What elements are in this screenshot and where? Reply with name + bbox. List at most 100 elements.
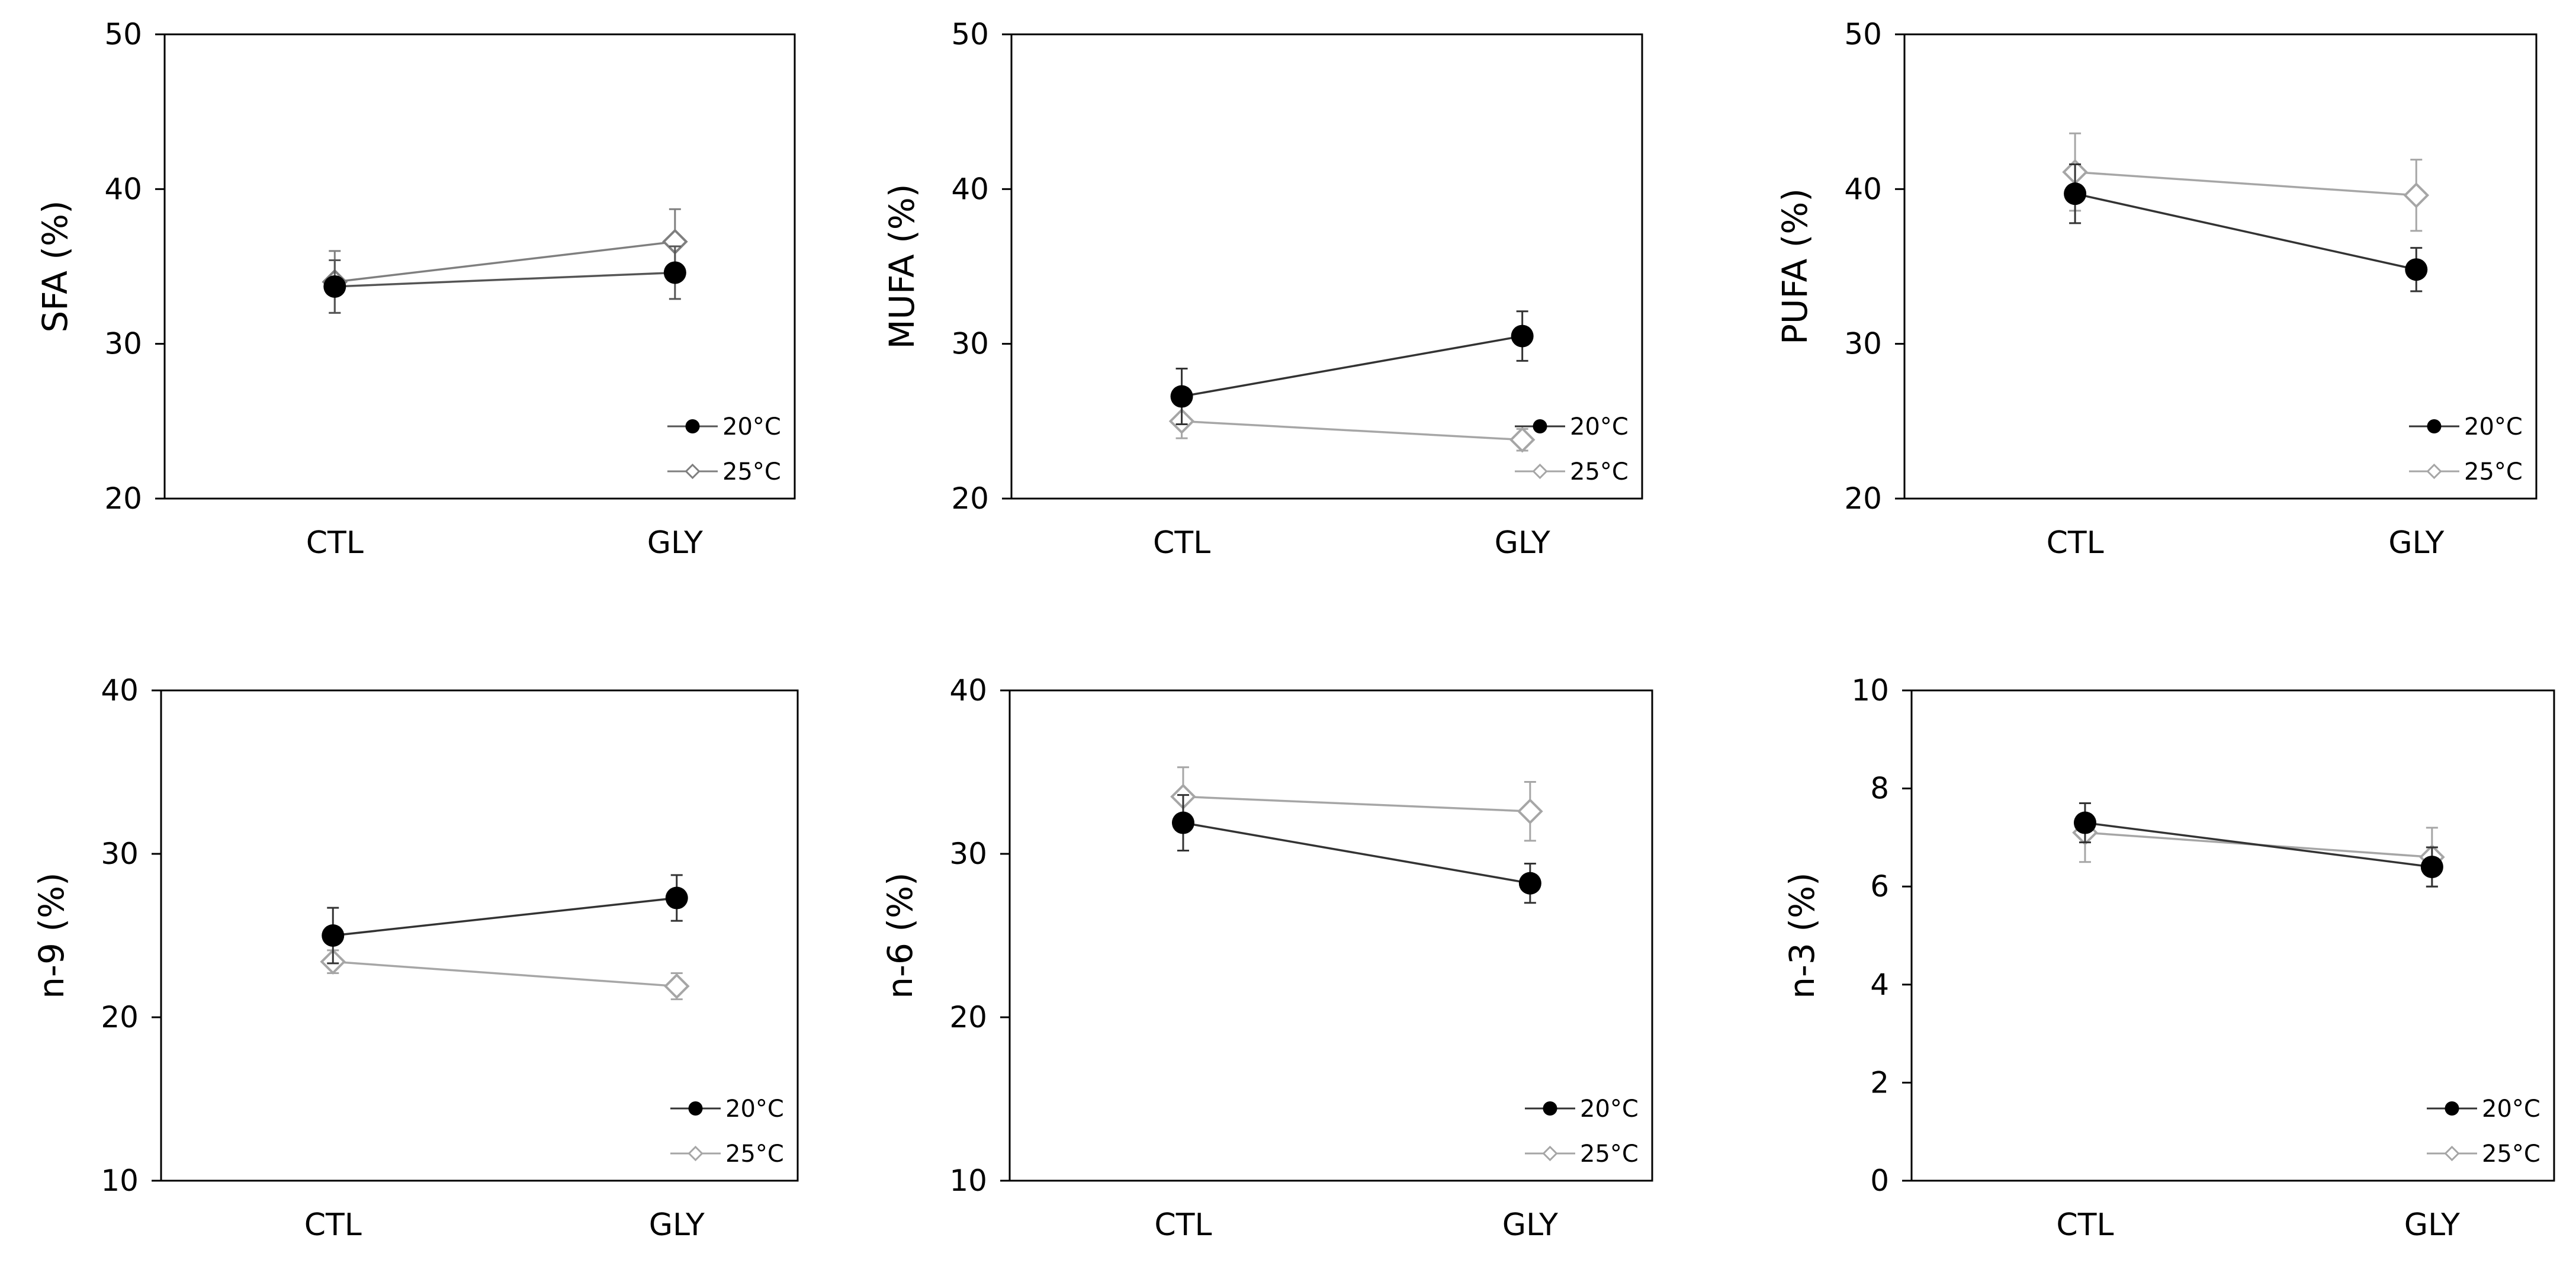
chart-2-x-label-ctl: CTL (1153, 525, 1210, 561)
chart-1-y-axis-title: SFA (%) (35, 200, 75, 332)
chart-6-legend-25-c-marker (2444, 1145, 2460, 1162)
chart-3-legend-25-c-label: 25°C (2464, 458, 2523, 486)
chart-4-legend-25-c-marker (688, 1145, 704, 1162)
chart-3-y-tick-label: 30 (1844, 327, 1882, 361)
chart-4-series-25-c-line (333, 960, 677, 988)
chart-6-legend-20-c-marker (2445, 1101, 2459, 1116)
chart-2-legend-20-c-label: 20°C (1570, 413, 1629, 441)
chart-5-legend-25-c-label: 25°C (1580, 1140, 1639, 1168)
chart-5: 10 20 30 40 CTL GLY n-6 (%) 20°C 25°C (880, 673, 1653, 1243)
chart-3-series-20-c-point-gly (2405, 258, 2428, 281)
chart-4-series-25-c-point-gly (663, 973, 690, 1000)
chart-4-y-tick-label: 20 (101, 1000, 139, 1034)
chart-3: 20 30 40 50 CTL GLY PUFA (%) 20°C 25°C (1775, 17, 2538, 561)
chart-3-y-axis-title: PUFA (%) (1775, 188, 1815, 345)
chart-4-series-20-c-line (333, 896, 677, 937)
chart-1-y-tick-label: 20 (104, 481, 142, 516)
chart-5-series-25-c-point-gly (1517, 798, 1543, 825)
chart-4-plot-area (160, 689, 799, 1182)
chart-6-y-tick-label: 8 (1870, 772, 1889, 806)
chart-1-series-20-c-point-ctl (323, 275, 346, 298)
chart-6-y-tick-label: 2 (1870, 1065, 1889, 1100)
chart-1-series-20-c-point-gly (663, 261, 686, 284)
chart-5-legend-20-c-marker (1543, 1101, 1557, 1116)
chart-2-legend-25-c-marker (1532, 463, 1548, 480)
chart-4-series-20-c-point-gly (665, 886, 688, 910)
chart-6: 0 2 4 6 8 10 CTL GLY n-3 (%) 20°C 25°C (1782, 673, 2555, 1243)
chart-3-y-tick-label: 40 (1844, 172, 1882, 206)
chart-2: 20 30 40 50 CTL GLY MUFA (%) 20°C 25°C (882, 17, 1643, 561)
chart-1-legend-25-c-marker (685, 463, 701, 480)
chart-2-legend-20-c-marker (1533, 419, 1547, 433)
chart-3-y-tick-label: 50 (1844, 17, 1882, 52)
chart-3-legend-20-c-label: 20°C (2464, 413, 2523, 441)
chart-6-x-label-gly: GLY (2404, 1207, 2460, 1243)
chart-5-x-label-ctl: CTL (1154, 1207, 1212, 1243)
chart-5-plot-area (1008, 689, 1653, 1182)
chart-1-x-label-gly: GLY (647, 525, 703, 561)
chart-4-y-tick-label: 40 (101, 673, 139, 708)
chart-2-legend-25-c-label: 25°C (1570, 458, 1629, 486)
chart-5-legend-20-c-label: 20°C (1580, 1095, 1639, 1123)
chart-5-y-tick-label: 10 (949, 1164, 987, 1198)
chart-2-series-25-c-line (1181, 420, 1523, 441)
chart-5-y-axis-title: n-6 (%) (880, 872, 920, 998)
chart-1-legend-20-c-marker (685, 419, 700, 433)
chart-6-legend-25-c-label: 25°C (2482, 1140, 2540, 1168)
chart-4-legend-20-c-marker (688, 1101, 703, 1116)
chart-4-y-axis-title: n-9 (%) (31, 872, 72, 998)
chart-3-y-tick-label: 20 (1844, 481, 1882, 516)
chart-4-x-label-ctl: CTL (304, 1207, 362, 1243)
chart-2-plot-area (1010, 33, 1643, 500)
chart-6-series-20-c-line (2084, 821, 2433, 868)
chart-5-series-20-c-point-gly (1518, 872, 1541, 895)
chart-3-legend-20-c-marker (2427, 419, 2442, 433)
chart-2-y-axis-title: MUFA (%) (882, 184, 922, 349)
chart-6-series-20-c-point-ctl (2073, 811, 2096, 834)
chart-5-y-tick-label: 40 (949, 673, 987, 708)
chart-3-x-label-gly: GLY (2388, 525, 2444, 561)
chart-1-legend-20-c-label: 20°C (722, 413, 781, 441)
chart-4-y-tick-label: 10 (101, 1164, 139, 1198)
chart-4-series-20-c-point-ctl (322, 924, 345, 947)
chart-3-series-25-c-line (2074, 171, 2417, 197)
chart-6-y-tick-label: 4 (1870, 968, 1889, 1002)
chart-5-y-tick-label: 20 (949, 1000, 987, 1034)
chart-3-plot-area (1903, 33, 2538, 500)
chart-2-y-tick-label: 50 (951, 17, 989, 52)
chart-4-x-label-gly: GLY (649, 1207, 705, 1243)
chart-5-series-25-c-line (1183, 795, 1530, 812)
chart-1-y-tick-label: 30 (104, 327, 142, 361)
chart-1-x-label-ctl: CTL (306, 525, 364, 561)
chart-6-y-tick-label: 10 (1851, 673, 1889, 708)
chart-5-series-20-c-point-ctl (1171, 811, 1194, 834)
chart-4-legend-25-c-label: 25°C (725, 1140, 784, 1168)
chart-6-plot-area (1910, 689, 2555, 1182)
chart-2-y-tick-label: 30 (951, 327, 989, 361)
chart-6-x-label-ctl: CTL (2056, 1207, 2114, 1243)
chart-5-series-20-c-line (1183, 821, 1531, 885)
chart-1-y-tick-label: 40 (104, 172, 142, 206)
chart-2-y-tick-label: 40 (951, 172, 989, 206)
chart-3-x-label-ctl: CTL (2047, 525, 2104, 561)
chart-5-y-tick-label: 30 (949, 837, 987, 871)
chart-1-series-25-c-line (335, 240, 676, 283)
chart-1-y-tick-label: 50 (104, 17, 142, 52)
chart-3-series-25-c-point-gly (2403, 182, 2430, 208)
chart-5-legend-25-c-marker (1542, 1145, 1558, 1162)
chart-2-series-25-c-point-gly (1509, 426, 1536, 453)
chart-4-y-tick-label: 30 (101, 837, 139, 871)
chart-3-series-20-c-point-ctl (2064, 182, 2087, 205)
chart-2-series-20-c-point-ctl (1170, 385, 1193, 408)
chart-2-x-label-gly: GLY (1495, 525, 1550, 561)
chart-1-legend-25-c-label: 25°C (722, 458, 781, 486)
chart-6-series-20-c-point-gly (2420, 856, 2443, 879)
chart-5-x-label-gly: GLY (1502, 1207, 1558, 1243)
chart-3-series-20-c-line (2074, 192, 2417, 271)
chart-2-series-20-c-point-gly (1511, 324, 1534, 348)
chart-1-series-20-c-line (335, 271, 675, 288)
chart-4: 10 20 30 40 CTL GLY n-9 (%) 20°C 25°C (31, 673, 799, 1243)
chart-6-legend-20-c-label: 20°C (2482, 1095, 2540, 1123)
chart-2-series-20-c-line (1181, 335, 1523, 398)
